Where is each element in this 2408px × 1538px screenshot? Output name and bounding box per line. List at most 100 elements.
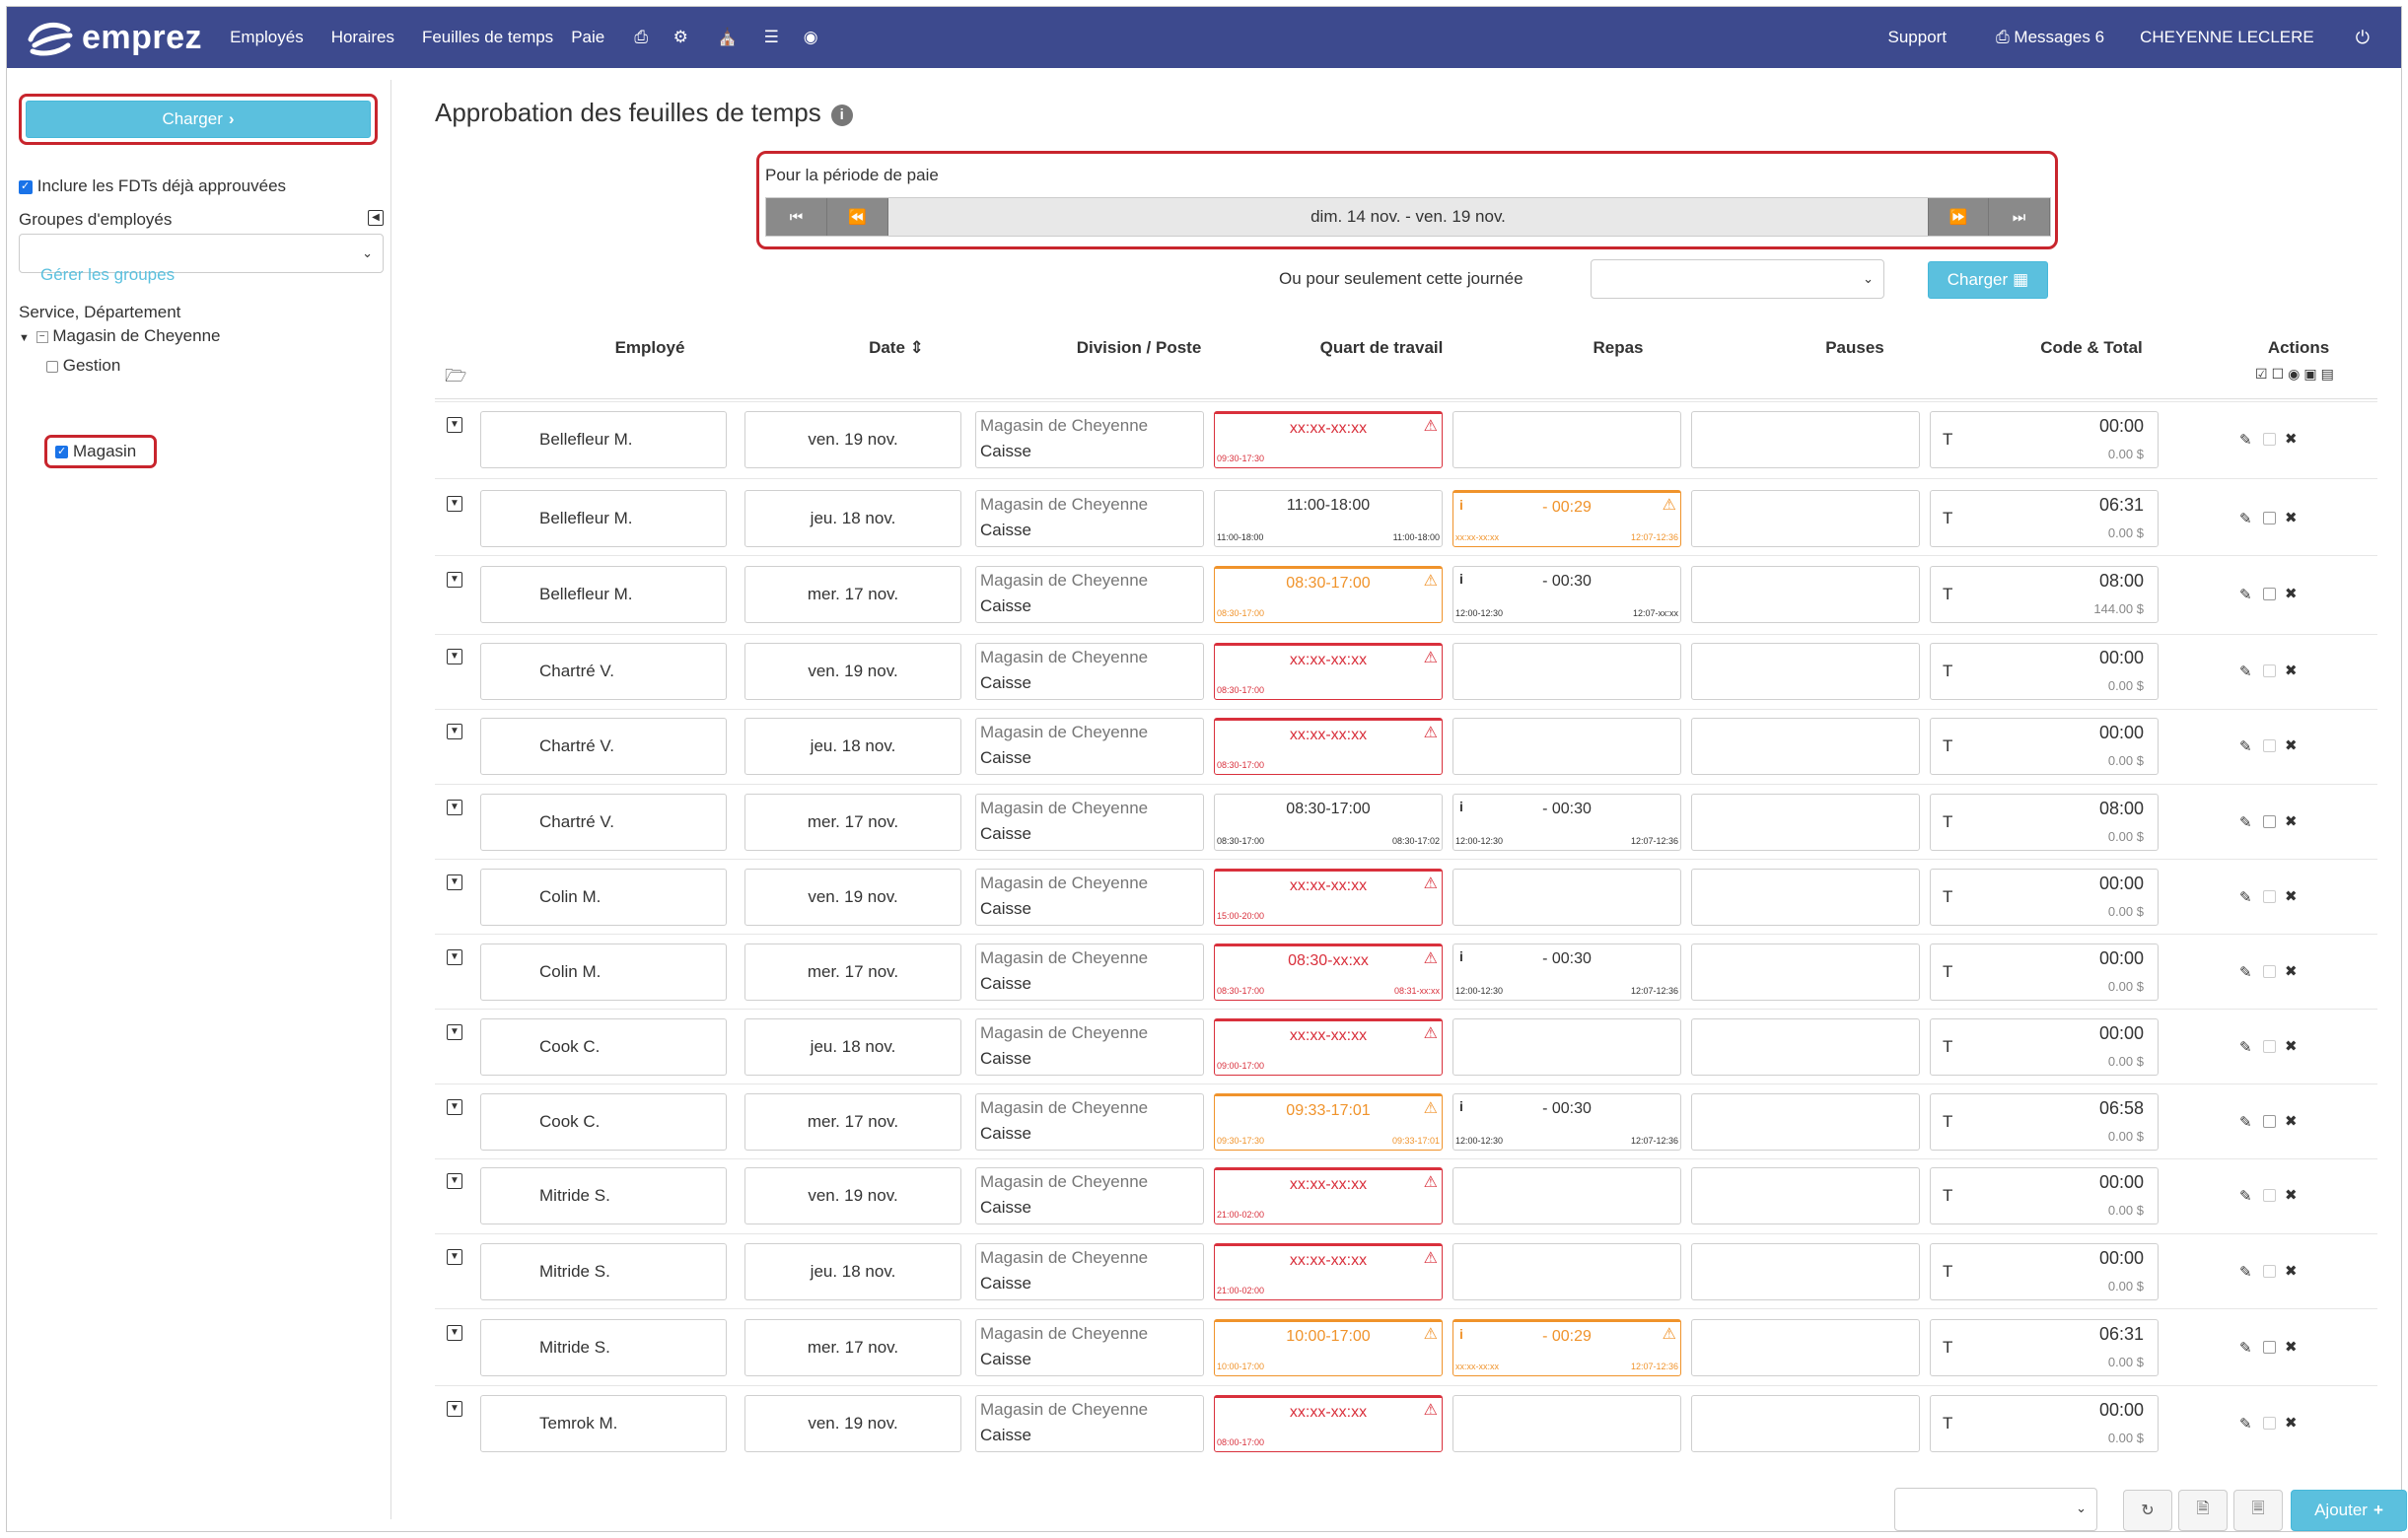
info-icon[interactable]: i <box>830 105 853 126</box>
division-cell[interactable]: Magasin de Cheyenne Caisse <box>975 718 1204 775</box>
employee-cell[interactable] <box>480 566 727 623</box>
employee-cell[interactable] <box>480 718 727 775</box>
approve-checkbox[interactable] <box>2263 1265 2276 1278</box>
nav-item-horaires[interactable]: Horaires <box>330 28 394 46</box>
division-cell[interactable]: Magasin de Cheyenne Caisse <box>975 794 1204 851</box>
edit-pencil-icon[interactable]: ✎ <box>2239 738 2252 755</box>
meal-cell[interactable]: i - 00:29 xx:xx-xx:xx 12:07-12:36 ⚠ <box>1452 490 1681 547</box>
approve-checkbox[interactable] <box>2263 433 2276 446</box>
shift-cell[interactable]: 08:30-17:00 08:30-17:00 ⚠ <box>1214 566 1443 623</box>
edit-pencil-icon[interactable]: ✎ <box>2239 964 2252 981</box>
breaks-cell[interactable] <box>1691 944 1920 1001</box>
expand-row-icon[interactable]: ▼ <box>447 1024 462 1040</box>
code-total-cell[interactable]: T 00:00 0.00 $ <box>1930 1243 2159 1300</box>
meal-cell[interactable]: i - 00:29 xx:xx-xx:xx 12:07-12:36 ⚠ <box>1452 1319 1681 1376</box>
breaks-cell[interactable] <box>1691 1243 1920 1300</box>
nav-item-feuilles-de-temps[interactable]: Feuilles de temps <box>421 28 554 46</box>
code-total-cell[interactable]: T 00:00 0.00 $ <box>1930 1167 2159 1224</box>
shift-cell[interactable]: xx:xx-xx:xx 08:30-17:00 ⚠ <box>1214 643 1443 700</box>
manage-groups-link[interactable]: Gérer les groupes <box>40 265 176 284</box>
date-cell[interactable]: mer. 17 nov. <box>744 944 961 1001</box>
export-excel-button[interactable]: 🗏 <box>2233 1490 2283 1531</box>
close-icon[interactable]: ✖ <box>2285 737 2298 754</box>
edit-pencil-icon[interactable]: ✎ <box>2239 814 2252 831</box>
division-cell[interactable]: Magasin de Cheyenne Caisse <box>975 1243 1204 1300</box>
code-total-cell[interactable]: T 00:00 0.00 $ <box>1930 1018 2159 1076</box>
breaks-cell[interactable] <box>1691 1395 1920 1452</box>
groups-select[interactable]: ⌄ <box>19 234 384 273</box>
edit-pencil-icon[interactable]: ✎ <box>2239 664 2252 680</box>
edit-pencil-icon[interactable]: ✎ <box>2239 889 2252 906</box>
breaks-cell[interactable] <box>1691 1319 1920 1376</box>
close-icon[interactable]: ✖ <box>2285 1187 2298 1204</box>
expand-row-icon[interactable]: ▼ <box>447 1401 462 1417</box>
expand-row-icon[interactable]: ▼ <box>447 724 462 739</box>
edit-pencil-icon[interactable]: ✎ <box>2239 587 2252 603</box>
lock-icon[interactable]: ▣ <box>2303 366 2321 382</box>
power-icon[interactable]: ⏻ <box>2355 27 2370 47</box>
shift-cell[interactable]: xx:xx-xx:xx 09:00-17:00 ⚠ <box>1214 1018 1443 1076</box>
employee-cell[interactable] <box>480 1319 727 1376</box>
division-cell[interactable]: Magasin de Cheyenne Caisse <box>975 411 1204 468</box>
meal-cell[interactable] <box>1452 1395 1681 1452</box>
nav-item-employes[interactable]: Employés <box>230 28 304 46</box>
breaks-cell[interactable] <box>1691 1167 1920 1224</box>
code-total-cell[interactable]: T 00:00 0.00 $ <box>1930 944 2159 1001</box>
employee-cell[interactable] <box>480 1243 727 1300</box>
next-period-button[interactable]: ⏩ <box>1928 198 1989 236</box>
meal-cell[interactable]: i - 00:30 12:00-12:30 12:07-xx:xx <box>1452 566 1681 623</box>
shift-cell[interactable]: xx:xx-xx:xx 08:00-17:00 ⚠ <box>1214 1395 1443 1452</box>
tree-root[interactable]: ▼ − Magasin de Cheyenne <box>19 326 220 346</box>
approve-checkbox[interactable] <box>2263 739 2276 752</box>
employee-cell[interactable] <box>480 411 727 468</box>
approve-checkbox[interactable] <box>2263 965 2276 978</box>
division-cell[interactable]: Magasin de Cheyenne Caisse <box>975 1093 1204 1151</box>
employee-cell[interactable] <box>480 1018 727 1076</box>
meal-cell[interactable]: i - 00:30 12:00-12:30 12:07-12:36 <box>1452 944 1681 1001</box>
expand-row-icon[interactable]: ▼ <box>447 874 462 890</box>
breaks-cell[interactable] <box>1691 566 1920 623</box>
expand-row-icon[interactable]: ▼ <box>447 1325 462 1341</box>
code-total-cell[interactable]: T 06:31 0.00 $ <box>1930 1319 2159 1376</box>
sidebar-load-button[interactable]: Charger › <box>26 101 371 138</box>
square-icon[interactable]: ☐ <box>2271 366 2289 382</box>
date-cell[interactable]: mer. 17 nov. <box>744 1093 961 1151</box>
close-icon[interactable]: ✖ <box>2285 1113 2298 1130</box>
cogs-icon[interactable]: ⚙ <box>673 28 688 46</box>
date-cell[interactable]: jeu. 18 nov. <box>744 1018 961 1076</box>
meal-cell[interactable] <box>1452 718 1681 775</box>
expand-row-icon[interactable]: ▼ <box>447 496 462 512</box>
caret-down-icon[interactable]: ▼ <box>19 332 30 344</box>
refresh-button[interactable]: ↻ <box>2123 1490 2172 1531</box>
shift-cell[interactable]: 09:33-17:01 09:30-17:30 09:33-17:01 ⚠ <box>1214 1093 1443 1151</box>
date-cell[interactable]: ven. 19 nov. <box>744 1167 961 1224</box>
code-total-cell[interactable]: T 08:00 0.00 $ <box>1930 794 2159 851</box>
division-cell[interactable]: Magasin de Cheyenne Caisse <box>975 1167 1204 1224</box>
employee-cell[interactable] <box>480 490 727 547</box>
close-icon[interactable]: ✖ <box>2285 1263 2298 1280</box>
magasin-checkbox[interactable] <box>55 445 68 458</box>
division-cell[interactable]: Magasin de Cheyenne Caisse <box>975 643 1204 700</box>
approve-checkbox[interactable] <box>2263 512 2276 524</box>
division-cell[interactable]: Magasin de Cheyenne Caisse <box>975 869 1204 926</box>
breaks-cell[interactable] <box>1691 794 1920 851</box>
footer-select[interactable]: ⌄ <box>1894 1488 2097 1531</box>
export-pdf-button[interactable]: 🗎 <box>2178 1490 2228 1531</box>
date-cell[interactable]: mer. 17 nov. <box>744 566 961 623</box>
folder-open-icon[interactable]: 🗁 <box>445 366 467 385</box>
approve-checkbox[interactable] <box>2263 815 2276 828</box>
employee-cell[interactable] <box>480 869 727 926</box>
employee-cell[interactable] <box>480 1167 727 1224</box>
breaks-cell[interactable] <box>1691 718 1920 775</box>
code-total-cell[interactable]: T 00:00 0.00 $ <box>1930 718 2159 775</box>
date-cell[interactable]: ven. 19 nov. <box>744 1395 961 1452</box>
close-icon[interactable]: ✖ <box>2285 813 2298 830</box>
date-cell[interactable]: jeu. 18 nov. <box>744 1243 961 1300</box>
edit-pencil-icon[interactable]: ✎ <box>2239 432 2252 449</box>
breaks-cell[interactable] <box>1691 869 1920 926</box>
unlock-icon[interactable]: ▤ <box>2320 366 2338 382</box>
expand-row-icon[interactable]: ▼ <box>447 1249 462 1265</box>
date-cell[interactable]: ven. 19 nov. <box>744 411 961 468</box>
close-icon[interactable]: ✖ <box>2285 1415 2298 1432</box>
col-date[interactable]: Date ⇕ <box>798 338 995 358</box>
